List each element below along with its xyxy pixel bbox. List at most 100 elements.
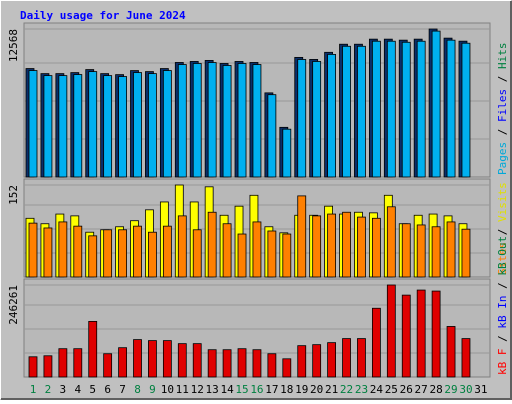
x-tick-label: 29 bbox=[444, 383, 457, 396]
bar bbox=[446, 221, 456, 278]
bar bbox=[267, 94, 277, 178]
bar bbox=[401, 294, 411, 378]
bar bbox=[416, 289, 426, 378]
bar bbox=[461, 338, 471, 378]
bar bbox=[103, 353, 113, 378]
bar bbox=[312, 344, 322, 378]
x-tick-label: 9 bbox=[149, 383, 156, 396]
bar bbox=[252, 349, 262, 378]
x-tick-label: 19 bbox=[295, 383, 308, 396]
bar bbox=[297, 195, 307, 278]
x-tick-label: 20 bbox=[310, 383, 323, 396]
legend-separator: / bbox=[496, 222, 509, 242]
bar bbox=[162, 70, 172, 178]
x-tick-label: 18 bbox=[280, 383, 293, 396]
x-tick-label: 15 bbox=[235, 383, 248, 396]
bar bbox=[207, 349, 217, 378]
legend-separator: / bbox=[496, 329, 509, 349]
x-tick-label: 24 bbox=[370, 383, 384, 396]
x-tick-label: 12 bbox=[191, 383, 204, 396]
bar bbox=[28, 222, 38, 278]
bar bbox=[148, 73, 157, 178]
bar bbox=[237, 233, 247, 278]
bar bbox=[446, 39, 456, 178]
bar bbox=[192, 343, 202, 378]
y-tick-label: 12568 bbox=[7, 29, 20, 62]
x-tick-label: 3 bbox=[60, 383, 67, 396]
legend: Pages / Files / Hits bbox=[496, 43, 509, 176]
x-tick-label: 10 bbox=[161, 383, 174, 396]
bar bbox=[192, 63, 202, 178]
bar bbox=[237, 63, 247, 178]
legend: Sites / Visits bbox=[496, 182, 509, 275]
x-tick-label: 7 bbox=[119, 383, 126, 396]
legend: kB F / kB In / kB Out bbox=[496, 236, 509, 375]
bar bbox=[297, 59, 307, 178]
bar bbox=[401, 223, 411, 278]
bar bbox=[371, 217, 381, 278]
x-tick-label: 11 bbox=[176, 383, 189, 396]
legend-entry: kB F bbox=[496, 349, 509, 376]
bar bbox=[357, 338, 366, 378]
bar bbox=[222, 349, 232, 378]
bar bbox=[58, 221, 68, 278]
legend-separator: / bbox=[496, 276, 509, 296]
bar bbox=[342, 338, 351, 378]
x-tick-label: 26 bbox=[400, 383, 413, 396]
bar bbox=[312, 61, 322, 178]
bar bbox=[28, 356, 38, 378]
bar bbox=[252, 221, 262, 278]
y-tick-label: 152 bbox=[7, 185, 20, 205]
bar bbox=[357, 216, 366, 278]
bar bbox=[282, 128, 292, 178]
bar bbox=[177, 215, 187, 278]
bar bbox=[297, 345, 307, 378]
bar bbox=[58, 348, 68, 378]
bar bbox=[282, 358, 292, 378]
bar bbox=[357, 45, 366, 178]
bar bbox=[73, 225, 83, 278]
bar bbox=[43, 227, 53, 278]
bar bbox=[133, 72, 142, 178]
bar bbox=[461, 42, 471, 178]
x-tick-label: 5 bbox=[89, 383, 96, 396]
legend-entry: Visits bbox=[496, 182, 509, 222]
bar bbox=[222, 65, 232, 178]
x-tick-label: 8 bbox=[134, 383, 141, 396]
legend-entry: kB Out bbox=[496, 236, 509, 276]
x-tick-label: 6 bbox=[104, 383, 111, 396]
bar bbox=[207, 211, 217, 278]
x-tick-label: 14 bbox=[220, 383, 234, 396]
bar bbox=[267, 230, 277, 278]
bar bbox=[252, 64, 262, 178]
bar bbox=[103, 75, 113, 178]
bar bbox=[416, 40, 426, 178]
x-tick-label: 21 bbox=[325, 383, 338, 396]
x-tick-label: 25 bbox=[385, 383, 398, 396]
x-tick-label: 30 bbox=[459, 383, 472, 396]
bar bbox=[177, 343, 187, 378]
x-tick-label: 22 bbox=[340, 383, 353, 396]
bar bbox=[461, 228, 471, 278]
legend-separator: / bbox=[496, 122, 509, 142]
x-tick-label: 1 bbox=[30, 383, 37, 396]
bar bbox=[148, 231, 157, 278]
y-tick-label: 246261 bbox=[7, 285, 20, 325]
bar bbox=[73, 74, 83, 178]
bar bbox=[327, 213, 337, 278]
bar bbox=[267, 353, 277, 378]
legend-separator: / bbox=[496, 69, 509, 89]
bar bbox=[327, 342, 337, 378]
bar bbox=[431, 290, 441, 378]
bar bbox=[401, 41, 411, 178]
bar bbox=[192, 229, 202, 278]
x-tick-label: 23 bbox=[355, 383, 368, 396]
bar bbox=[312, 215, 322, 278]
bar bbox=[327, 54, 337, 178]
bar bbox=[118, 76, 127, 178]
chart-title: Daily usage for June 2024 bbox=[20, 9, 186, 22]
bar bbox=[371, 40, 381, 178]
x-tick-label: 27 bbox=[415, 383, 428, 396]
